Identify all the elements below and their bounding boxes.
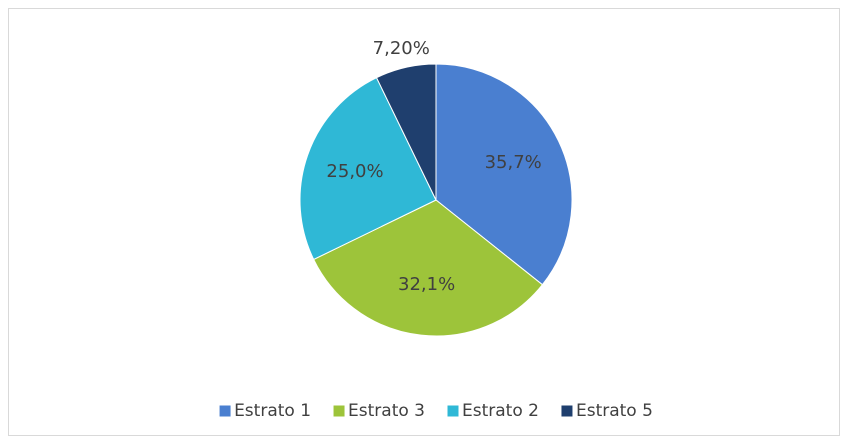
pie-slice <box>313 199 544 337</box>
data-label: 32,1% <box>398 274 455 295</box>
legend-item: Estrato 2 <box>446 401 539 421</box>
legend-item: Estrato 1 <box>218 401 311 421</box>
data-label: 7,20% <box>373 38 430 59</box>
data-label: 25,0% <box>326 161 383 182</box>
legend-swatch <box>218 404 232 418</box>
pie-slice <box>375 63 437 201</box>
legend-swatch <box>560 404 574 418</box>
legend-label: Estrato 3 <box>348 401 425 421</box>
legend-swatch <box>446 404 460 418</box>
pie-slice <box>435 63 573 286</box>
legend-label: Estrato 2 <box>462 401 539 421</box>
legend-label: Estrato 5 <box>576 401 653 421</box>
pie-slice <box>299 77 437 261</box>
legend-item: Estrato 5 <box>560 401 653 421</box>
data-label: 35,7% <box>485 152 542 173</box>
legend-item: Estrato 3 <box>332 401 425 421</box>
legend-swatch <box>332 404 346 418</box>
legend-label: Estrato 1 <box>234 401 311 421</box>
